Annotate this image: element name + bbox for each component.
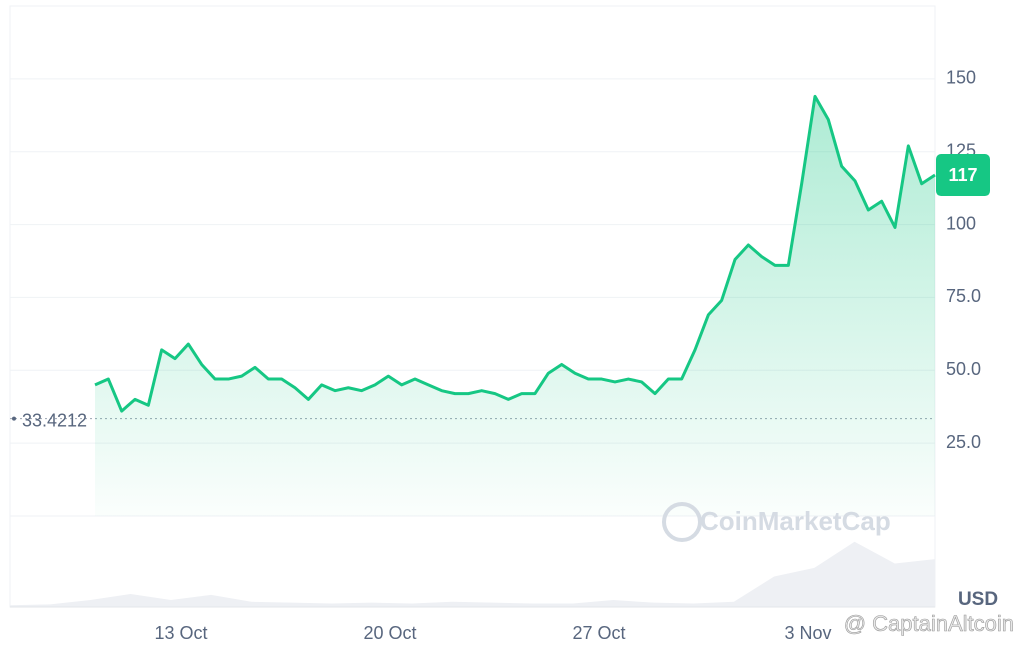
reference-dot xyxy=(12,416,16,421)
x-tick-label: 3 Nov xyxy=(784,623,831,643)
price-badge xyxy=(936,154,990,197)
y-tick-label: 100 xyxy=(946,213,976,233)
volume-area xyxy=(10,541,935,607)
watermark: CoinMarketCap xyxy=(700,506,891,536)
currency: USD xyxy=(958,589,998,610)
price-area xyxy=(95,96,935,516)
price-line xyxy=(94,94,936,413)
price-badge-label: 117 xyxy=(948,165,977,185)
y-tick-label: 75.0 xyxy=(946,286,981,306)
x-tick-label: 27 Oct xyxy=(572,623,625,643)
x-tick-label: 20 Oct xyxy=(363,623,416,643)
reference-label: 33.4212 xyxy=(22,410,87,430)
x-tick-label: 13 Oct xyxy=(154,623,207,643)
watermark-logo xyxy=(662,502,702,542)
y-tick-label: 50.0 xyxy=(946,359,981,379)
y-tick-label: 150 xyxy=(946,68,976,88)
credit: @ CaptainAltcoin xyxy=(844,611,1014,636)
y-tick-label: 25.0 xyxy=(946,432,981,452)
